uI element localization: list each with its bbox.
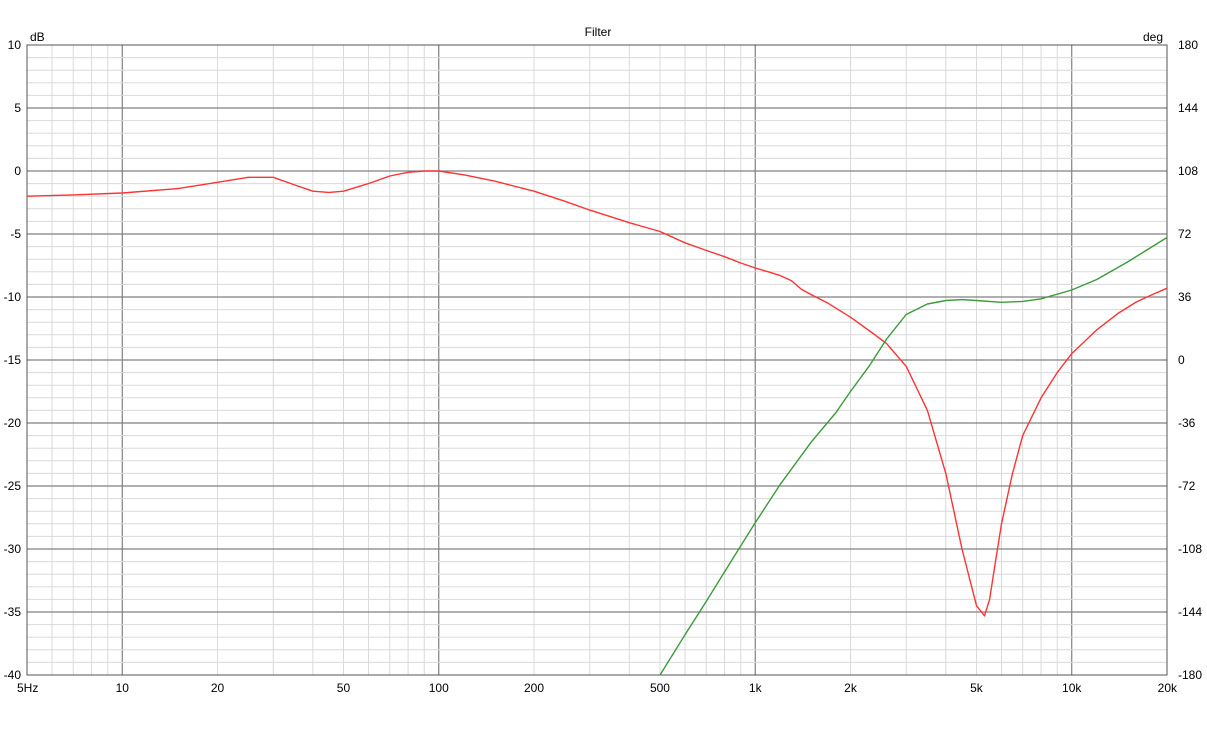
x-tick-label: 5Hz — [17, 681, 38, 695]
y-right-tick-label: 0 — [1178, 353, 1185, 367]
chart-title: Filter — [585, 25, 612, 39]
plot-frame — [26, 44, 1168, 676]
x-tick-label: 10k — [1062, 681, 1082, 695]
grid-lines — [27, 45, 1167, 675]
y-left-tick-label: -10 — [4, 290, 22, 304]
x-tick-label: 20 — [211, 681, 225, 695]
y-right-tick-label: -36 — [1178, 416, 1196, 430]
x-tick-label: 10 — [116, 681, 130, 695]
x-tick-label: 50 — [337, 681, 351, 695]
x-tick-label: 100 — [429, 681, 449, 695]
y-left-tick-label: 10 — [8, 38, 22, 52]
x-tick-label: 200 — [524, 681, 544, 695]
x-tick-label: 500 — [650, 681, 670, 695]
x-tick-label: 5k — [970, 681, 984, 695]
y-left-tick-label: -15 — [4, 353, 22, 367]
y-right-tick-label: -180 — [1178, 668, 1202, 682]
axis-tick-labels: 5Hz 10 20 50 100 200 500 1k 2k 5k 10k 20k1050-5-10-… — [4, 38, 1203, 695]
phase-series-line — [659, 236, 1168, 676]
y-right-tick-label: -144 — [1178, 605, 1202, 619]
y-left-tick-label: -25 — [4, 479, 22, 493]
y-right-tick-label: -108 — [1178, 542, 1202, 556]
y-left-tick-label: -30 — [4, 542, 22, 556]
y-left-tick-label: 5 — [14, 101, 21, 115]
y-right-tick-label: 180 — [1178, 38, 1198, 52]
y-right-tick-label: 144 — [1178, 101, 1198, 115]
y-left-tick-label: -35 — [4, 605, 22, 619]
right-axis-unit: deg — [1143, 30, 1163, 44]
x-tick-label: 20k — [1158, 681, 1178, 695]
y-right-tick-label: -72 — [1178, 479, 1196, 493]
y-left-tick-label: -20 — [4, 416, 22, 430]
y-right-tick-label: 36 — [1178, 290, 1192, 304]
y-right-tick-label: 108 — [1178, 164, 1198, 178]
x-tick-label: 2k — [844, 681, 858, 695]
y-right-tick-label: 72 — [1178, 227, 1192, 241]
magnitude-series-line — [26, 170, 1168, 617]
x-tick-label: 1k — [749, 681, 763, 695]
y-left-tick-label: -5 — [10, 227, 21, 241]
left-axis-unit: dB — [30, 30, 45, 44]
y-left-tick-label: 0 — [14, 164, 21, 178]
series-lines — [26, 170, 1168, 676]
y-left-tick-label: -40 — [4, 668, 22, 682]
